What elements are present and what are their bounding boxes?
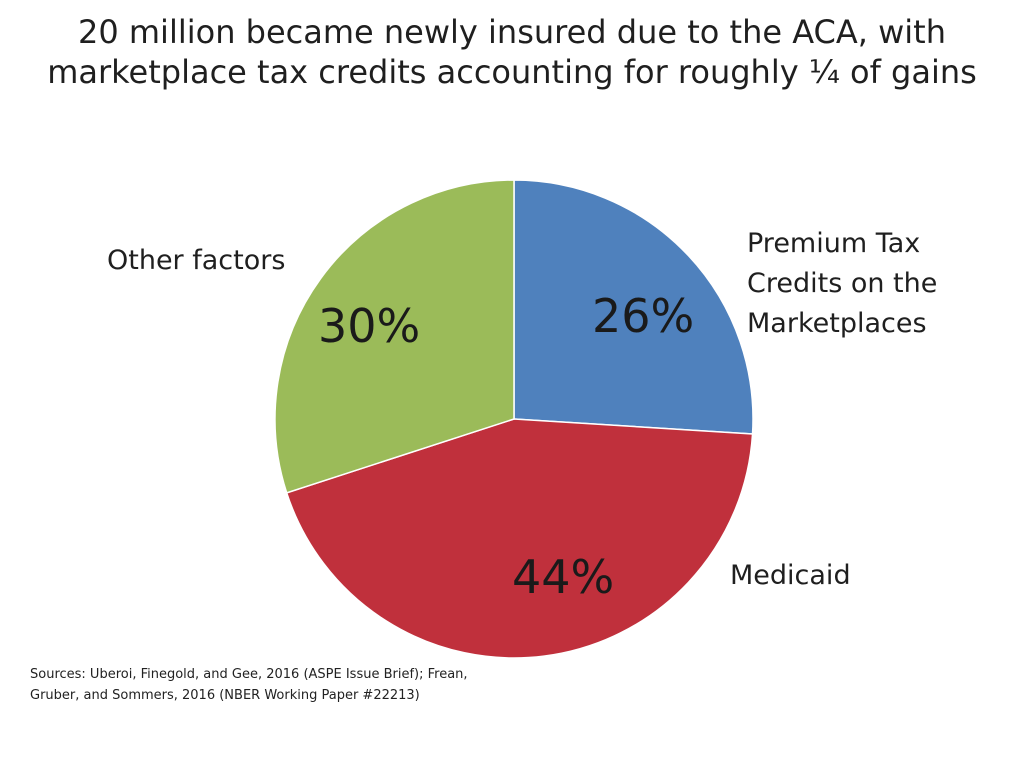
chart-title-line-1: 20 million became newly insured due to t… xyxy=(77,13,946,51)
pct-label-premium-tax-credits: 26% xyxy=(592,289,695,343)
chart-title-line-2: marketplace tax credits accounting for r… xyxy=(47,53,977,91)
pie-slice-other-factors xyxy=(274,179,515,494)
slice-label-premium-tax-credits: Premium Tax Credits on the Marketplaces xyxy=(747,224,937,344)
slice-label-premium-tax-credits-line-2: Credits on the xyxy=(747,268,938,299)
sources-note-line-2: Gruber, and Sommers, 2016 (NBER Working … xyxy=(30,688,420,703)
slice-label-premium-tax-credits-line-3: Marketplaces xyxy=(747,308,927,339)
pct-label-medicaid: 44% xyxy=(512,550,615,604)
slice-label-other-factors: Other factors xyxy=(107,241,285,281)
slice-label-other-factors-line-1: Other factors xyxy=(107,245,286,276)
pct-label-other-factors: 30% xyxy=(318,299,421,353)
pie-slice-medicaid xyxy=(285,418,754,659)
slice-label-medicaid: Medicaid xyxy=(730,556,851,596)
slice-label-medicaid-line-1: Medicaid xyxy=(730,560,851,591)
chart-title: 20 million became newly insured due to t… xyxy=(0,12,1024,92)
sources-note: Sources: Uberoi, Finegold, and Gee, 2016… xyxy=(30,664,550,706)
sources-note-line-1: Sources: Uberoi, Finegold, and Gee, 2016… xyxy=(30,667,468,682)
slice-label-premium-tax-credits-line-1: Premium Tax xyxy=(747,228,921,259)
pie-slice-premium-tax-credits xyxy=(513,179,754,435)
